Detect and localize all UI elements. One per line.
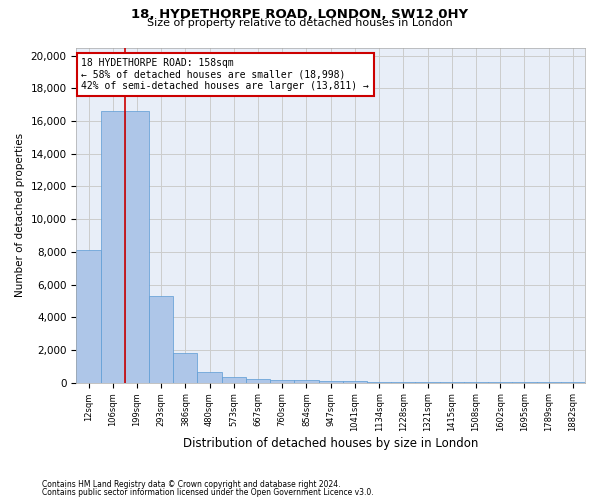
Bar [125, 112, 149, 382]
Bar [149, 296, 173, 382]
Bar [197, 372, 222, 382]
Bar [319, 381, 343, 382]
Bar [76, 250, 101, 382]
Bar [270, 380, 295, 382]
Text: 18, HYDETHORPE ROAD, LONDON, SW12 0HY: 18, HYDETHORPE ROAD, LONDON, SW12 0HY [131, 8, 469, 20]
Bar [246, 379, 270, 382]
Text: 18 HYDETHORPE ROAD: 158sqm
← 58% of detached houses are smaller (18,998)
42% of : 18 HYDETHORPE ROAD: 158sqm ← 58% of deta… [82, 58, 370, 91]
Text: Contains public sector information licensed under the Open Government Licence v3: Contains public sector information licen… [42, 488, 374, 497]
X-axis label: Distribution of detached houses by size in London: Distribution of detached houses by size … [183, 437, 478, 450]
Text: Contains HM Land Registry data © Crown copyright and database right 2024.: Contains HM Land Registry data © Crown c… [42, 480, 341, 489]
Bar [173, 353, 197, 382]
Text: Size of property relative to detached houses in London: Size of property relative to detached ho… [147, 18, 453, 28]
Bar [222, 377, 246, 382]
Y-axis label: Number of detached properties: Number of detached properties [15, 133, 25, 297]
Bar [295, 380, 319, 382]
Bar [101, 112, 125, 382]
